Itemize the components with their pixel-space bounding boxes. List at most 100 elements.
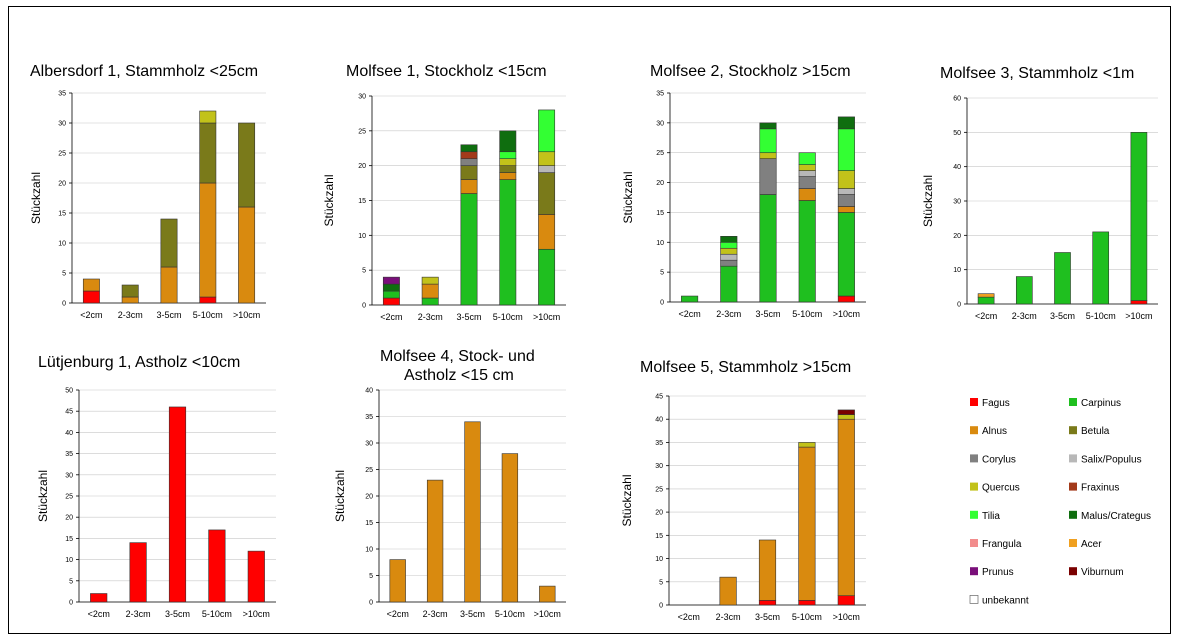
legend-label: Fagus bbox=[982, 398, 1010, 409]
chart-title: Molfsee 1, Stockholz <15cm bbox=[346, 63, 547, 80]
bar-segment-fagus bbox=[129, 542, 147, 603]
bar-segment-fagus bbox=[208, 529, 226, 603]
y-tick-label: 35 bbox=[58, 91, 66, 98]
legend-label: unbekannt bbox=[982, 595, 1029, 606]
legend-label: Tilia bbox=[982, 511, 1000, 522]
bar-segment-fraxinus bbox=[460, 151, 478, 160]
y-tick-label: 25 bbox=[358, 128, 366, 135]
legend-swatch bbox=[1069, 482, 1077, 491]
bar-segment-alnus bbox=[121, 296, 139, 304]
bar-segment-alnus bbox=[719, 576, 737, 606]
x-tick-label: <2cm bbox=[387, 609, 409, 619]
y-tick-label: 30 bbox=[953, 199, 961, 206]
bar-segment-prunus bbox=[382, 276, 400, 285]
bar-segment-betula bbox=[121, 284, 139, 298]
bar-segment-fagus bbox=[837, 595, 855, 606]
y-axis-label: Stückzahl bbox=[333, 470, 347, 522]
bar-segment-carpinus bbox=[1092, 231, 1110, 305]
y-tick-label: 30 bbox=[358, 94, 366, 101]
y-tick-label: 25 bbox=[656, 150, 664, 157]
y-tick-label: 10 bbox=[58, 241, 66, 248]
y-axis-label: Stückzahl bbox=[621, 171, 635, 223]
y-tick-label: 40 bbox=[655, 417, 663, 424]
bar-segment-carpinus bbox=[1054, 252, 1071, 305]
bar-segment-fagus bbox=[168, 406, 187, 603]
y-tick-label: 25 bbox=[655, 486, 663, 493]
legend-swatch bbox=[1069, 567, 1077, 576]
bar-segment-viburnum bbox=[837, 409, 855, 415]
x-tick-label: >10cm bbox=[1125, 311, 1152, 321]
y-tick-label: 15 bbox=[656, 210, 664, 217]
y-tick-label: 0 bbox=[659, 603, 663, 610]
y-tick-label: 40 bbox=[365, 388, 373, 395]
y-axis-label: Stückzahl bbox=[29, 172, 43, 224]
bar-segment-fagus bbox=[837, 295, 855, 303]
bar-segment-alnus bbox=[389, 559, 406, 603]
x-tick-label: 5-10cm bbox=[1086, 311, 1116, 321]
legend-label: Acer bbox=[1081, 539, 1102, 550]
y-tick-label: 0 bbox=[69, 600, 73, 607]
y-tick-label: 10 bbox=[365, 547, 373, 554]
y-tick-label: 25 bbox=[365, 467, 373, 474]
y-tick-label: 30 bbox=[58, 121, 66, 128]
y-tick-label: 0 bbox=[369, 600, 373, 607]
bar-segment-alnus bbox=[837, 206, 855, 213]
chart-7: Molfsee 5, Stammholz >15cm 0 5 10 15 20 25 30 35… bbox=[620, 359, 866, 622]
chart-title: Molfsee 3, Stammholz <1m bbox=[940, 65, 1134, 82]
chart-title: Astholz <15 cm bbox=[404, 367, 514, 384]
chart-3: Molfsee 2, Stockholz >15cm 0 5 10 15 20 25 30 35… bbox=[621, 63, 866, 319]
bar-segment-fagus bbox=[199, 296, 217, 304]
y-tick-label: 20 bbox=[58, 181, 66, 188]
x-tick-label: <2cm bbox=[88, 609, 110, 619]
bar-segment-salix-populus bbox=[720, 253, 738, 261]
legend-label: Quercus bbox=[982, 483, 1020, 494]
y-tick-label: 20 bbox=[953, 233, 961, 240]
bar-segment-carpinus bbox=[1015, 276, 1033, 305]
x-tick-label: <2cm bbox=[678, 612, 700, 622]
bar-segment-betula bbox=[499, 165, 517, 173]
bar-segment-fagus bbox=[798, 600, 816, 606]
bar-segment-betula bbox=[238, 122, 256, 208]
bar-segment-alnus bbox=[464, 421, 481, 603]
bar-segment-alnus bbox=[837, 418, 855, 597]
bar-segment-alnus bbox=[758, 539, 777, 601]
y-tick-label: 35 bbox=[365, 414, 373, 421]
y-tick-label: 40 bbox=[953, 164, 961, 171]
bar-segment-carpinus bbox=[421, 297, 439, 306]
chart-5: Lütjenburg 1, Astholz <10cm 0 5 10 15 20 25 30 3… bbox=[36, 354, 276, 619]
y-tick-label: 30 bbox=[365, 441, 373, 448]
bar-segment-alnus bbox=[460, 179, 478, 194]
bar-segment-alnus bbox=[421, 283, 439, 299]
y-tick-label: 5 bbox=[362, 268, 366, 275]
y-axis-label: Stückzahl bbox=[36, 470, 50, 522]
chart-title: Albersdorf 1, Stammholz <25cm bbox=[30, 63, 258, 80]
bar-segment-alnus bbox=[426, 479, 444, 603]
bar-segment-carpinus bbox=[1130, 132, 1148, 301]
bar-segment-tilia bbox=[798, 152, 816, 165]
x-tick-label: 3-5cm bbox=[456, 312, 481, 322]
bar-segment-carpinus bbox=[798, 200, 816, 303]
bar-segment-tilia bbox=[720, 241, 738, 249]
bar-segment-quercus bbox=[837, 414, 855, 420]
bar-segment-fagus bbox=[1130, 300, 1148, 305]
legend-swatch bbox=[970, 567, 978, 576]
bar-segment-betula bbox=[460, 165, 478, 180]
bar-segment-acer bbox=[977, 293, 995, 298]
chart-title: Molfsee 5, Stammholz >15cm bbox=[640, 359, 851, 376]
bar-segment-corylus bbox=[720, 259, 738, 267]
bar-segment-alnus bbox=[538, 214, 556, 250]
bar-segment-alnus bbox=[499, 172, 517, 180]
bar-segment-tilia bbox=[499, 151, 517, 160]
bar-segment-carpinus bbox=[681, 295, 699, 303]
y-tick-label: 45 bbox=[655, 394, 663, 401]
y-tick-label: 10 bbox=[656, 240, 664, 247]
x-tick-label: 3-5cm bbox=[755, 612, 780, 622]
legend-label: Fraxinus bbox=[1081, 483, 1119, 494]
x-tick-label: 2-3cm bbox=[126, 609, 151, 619]
bar-segment-malus-crataegus bbox=[499, 130, 517, 153]
legend-label: Prunus bbox=[982, 567, 1014, 578]
y-tick-label: 20 bbox=[656, 180, 664, 187]
legend-label: Betula bbox=[1081, 426, 1110, 437]
y-tick-label: 15 bbox=[655, 533, 663, 540]
x-tick-label: 5-10cm bbox=[202, 609, 232, 619]
